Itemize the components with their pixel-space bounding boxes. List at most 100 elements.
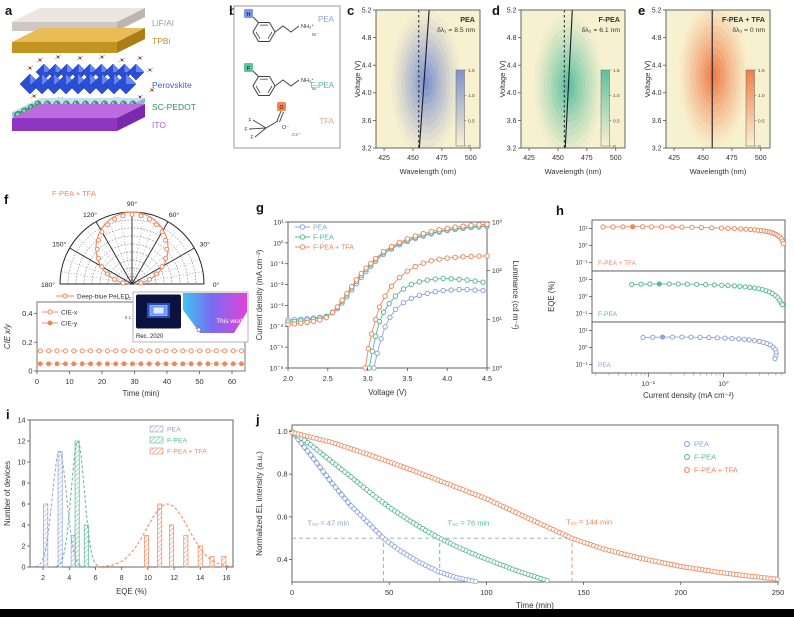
panel-j-lifetime-chart: T₅₀ = 47 min T₅₀ = 76 min T₅₀ = 144 min 0 50… bbox=[255, 424, 785, 610]
svg-text:10⁰: 10⁰ bbox=[578, 294, 588, 301]
svg-text:CIE x/y: CIE x/y bbox=[3, 323, 12, 349]
svg-text:12: 12 bbox=[170, 573, 178, 582]
svg-text:10⁻¹: 10⁻¹ bbox=[576, 363, 588, 369]
svg-text:5.2: 5.2 bbox=[362, 7, 372, 14]
svg-text:450: 450 bbox=[552, 155, 564, 162]
svg-text:425: 425 bbox=[668, 155, 680, 162]
svg-text:100: 100 bbox=[480, 588, 493, 597]
svg-text:14: 14 bbox=[196, 573, 204, 582]
svg-text:3.6: 3.6 bbox=[362, 118, 372, 125]
panel-d-contour-chart: 0 0.5 1.0 1.5 425 450 475 500 3.2 3.6 4.0 4.4 4.8 5.2… bbox=[498, 7, 626, 176]
svg-text:TPBi: TPBi bbox=[152, 36, 171, 46]
svg-text:1.5: 1.5 bbox=[613, 68, 620, 74]
panel-i-histogram-chart: 2 4 6 8 10 12 14 16 0 2 4 6 8 10 12 14 EQE (%) Number of … bbox=[3, 415, 234, 596]
svg-text:1.5: 1.5 bbox=[758, 68, 765, 74]
svg-text:Luminance (cd m⁻²): Luminance (cd m⁻²) bbox=[511, 260, 520, 330]
svg-text:10⁻¹: 10⁻¹ bbox=[270, 261, 284, 268]
svg-text:90°: 90° bbox=[127, 200, 138, 208]
svg-text:F-PEA + TFA: F-PEA + TFA bbox=[313, 245, 354, 252]
svg-text:PEA: PEA bbox=[694, 440, 709, 449]
svg-text:H: H bbox=[247, 12, 251, 18]
panel-label-d: d bbox=[492, 3, 500, 18]
svg-text:CIE-y: CIE-y bbox=[61, 321, 78, 328]
svg-text:30°: 30° bbox=[200, 241, 211, 249]
svg-text:ITO: ITO bbox=[152, 120, 166, 130]
svg-text:NH₃⁺: NH₃⁺ bbox=[301, 23, 314, 30]
svg-text:Number of devices: Number of devices bbox=[3, 461, 12, 526]
svg-text:EQE (%): EQE (%) bbox=[547, 281, 556, 312]
svg-text:14: 14 bbox=[18, 415, 26, 424]
page-bottom-bar bbox=[0, 609, 794, 617]
svg-text:10⁻¹: 10⁻¹ bbox=[576, 312, 588, 318]
svg-text:3.6: 3.6 bbox=[507, 118, 517, 125]
svg-text:10¹: 10¹ bbox=[579, 227, 588, 233]
panel-label-f: f bbox=[4, 192, 9, 207]
svg-text:Voltage (V): Voltage (V) bbox=[353, 60, 362, 98]
svg-text:0.4: 0.4 bbox=[277, 555, 287, 564]
svg-text:4.0: 4.0 bbox=[362, 90, 372, 97]
svg-text:10¹: 10¹ bbox=[492, 317, 503, 324]
panel-c-contour-chart: 0 0.5 1.0 1.5 425 450 475 500 3.2 3.6 4.0 4.4 4.8 5.2… bbox=[353, 7, 481, 176]
svg-text:SC-PEDOT: SC-PEDOT bbox=[152, 102, 196, 112]
svg-text:3.2: 3.2 bbox=[507, 145, 517, 152]
svg-text:3.0: 3.0 bbox=[363, 374, 373, 383]
svg-text:Current density (mA cm⁻²): Current density (mA cm⁻²) bbox=[643, 391, 734, 400]
svg-text:Time (min): Time (min) bbox=[123, 389, 160, 398]
svg-text:0: 0 bbox=[613, 144, 616, 150]
svg-text:F-PEA + TFA: F-PEA + TFA bbox=[167, 449, 207, 456]
svg-text:CIE-x: CIE-x bbox=[61, 310, 78, 317]
svg-text:T₅₀ = 76 min: T₅₀ = 76 min bbox=[448, 518, 490, 527]
svg-text:10¹: 10¹ bbox=[274, 219, 285, 226]
svg-text:180°: 180° bbox=[41, 281, 55, 289]
panel-label-e: e bbox=[638, 3, 646, 18]
svg-text:10: 10 bbox=[65, 377, 73, 386]
svg-text:Cs⁺: Cs⁺ bbox=[292, 132, 301, 138]
svg-text:F-PEA: F-PEA bbox=[598, 311, 618, 318]
svg-text:10: 10 bbox=[18, 457, 26, 466]
svg-text:T₅₀ = 47 min: T₅₀ = 47 min bbox=[308, 518, 350, 527]
svg-text:F: F bbox=[250, 135, 253, 141]
svg-text:2: 2 bbox=[22, 541, 26, 550]
panel-label-b: b bbox=[229, 3, 237, 18]
svg-text:Br⁻: Br⁻ bbox=[312, 32, 320, 38]
svg-text:1.0: 1.0 bbox=[758, 93, 765, 99]
svg-text:3.6: 3.6 bbox=[652, 118, 662, 125]
svg-text:500: 500 bbox=[755, 155, 767, 162]
svg-text:F: F bbox=[248, 118, 251, 124]
svg-text:1.0: 1.0 bbox=[613, 93, 620, 99]
panel-f-polar-cie-chart: 0° 30° 60° 90° 120° 150° 180° F-PEA + TFA Deep-b… bbox=[3, 189, 249, 398]
svg-text:10²: 10² bbox=[492, 268, 503, 275]
svg-text:500: 500 bbox=[465, 155, 477, 162]
svg-text:This work: This work bbox=[216, 318, 245, 325]
svg-text:10⁻¹: 10⁻¹ bbox=[576, 261, 588, 267]
svg-text:F-PEA: F-PEA bbox=[694, 453, 716, 462]
panel-label-i: i bbox=[6, 407, 10, 422]
svg-text:F-PEA: F-PEA bbox=[598, 15, 620, 24]
svg-text:50: 50 bbox=[195, 377, 203, 386]
svg-text:4: 4 bbox=[67, 573, 71, 582]
panel-e-contour-chart: 0 0.5 1.0 1.5 425 450 475 500 3.2 3.6 4.0 4.4 4.8 5.2… bbox=[643, 7, 771, 176]
svg-text:0.8: 0.8 bbox=[277, 470, 287, 479]
svg-text:Wavelength (nm): Wavelength (nm) bbox=[690, 167, 747, 176]
svg-text:475: 475 bbox=[436, 155, 448, 162]
svg-text:F-PEA: F-PEA bbox=[313, 235, 334, 242]
svg-text:500: 500 bbox=[610, 155, 622, 162]
svg-text:Normalized EL intensity (a.u.): Normalized EL intensity (a.u.) bbox=[255, 451, 264, 556]
svg-text:60: 60 bbox=[228, 377, 236, 386]
panel-label-g: g bbox=[256, 200, 264, 215]
svg-text:Wavelength (nm): Wavelength (nm) bbox=[400, 167, 457, 176]
svg-text:0.2: 0.2 bbox=[125, 296, 132, 301]
svg-text:Current density (mA cm⁻²): Current density (mA cm⁻²) bbox=[255, 249, 264, 340]
svg-text:10³: 10³ bbox=[492, 219, 503, 226]
svg-text:5.2: 5.2 bbox=[507, 7, 517, 14]
svg-text:F: F bbox=[247, 66, 251, 72]
svg-text:0: 0 bbox=[22, 562, 26, 571]
svg-text:250: 250 bbox=[772, 588, 785, 597]
panel-a-device-schematic: LiF/Al TPBi Perovskite SC-PEDOT ITO bbox=[12, 8, 196, 131]
panel-g-jvl-chart: 2.0 2.5 3.0 3.5 4.0 4.5 10¹ 10⁰ 10⁻¹ 10⁻² 10⁻³ 10⁻⁴… bbox=[255, 219, 520, 397]
svg-text:LiF/Al: LiF/Al bbox=[152, 18, 174, 28]
svg-text:EQE (%): EQE (%) bbox=[116, 587, 147, 596]
svg-text:δλ₁ = 8.5 nm: δλ₁ = 8.5 nm bbox=[437, 27, 475, 34]
